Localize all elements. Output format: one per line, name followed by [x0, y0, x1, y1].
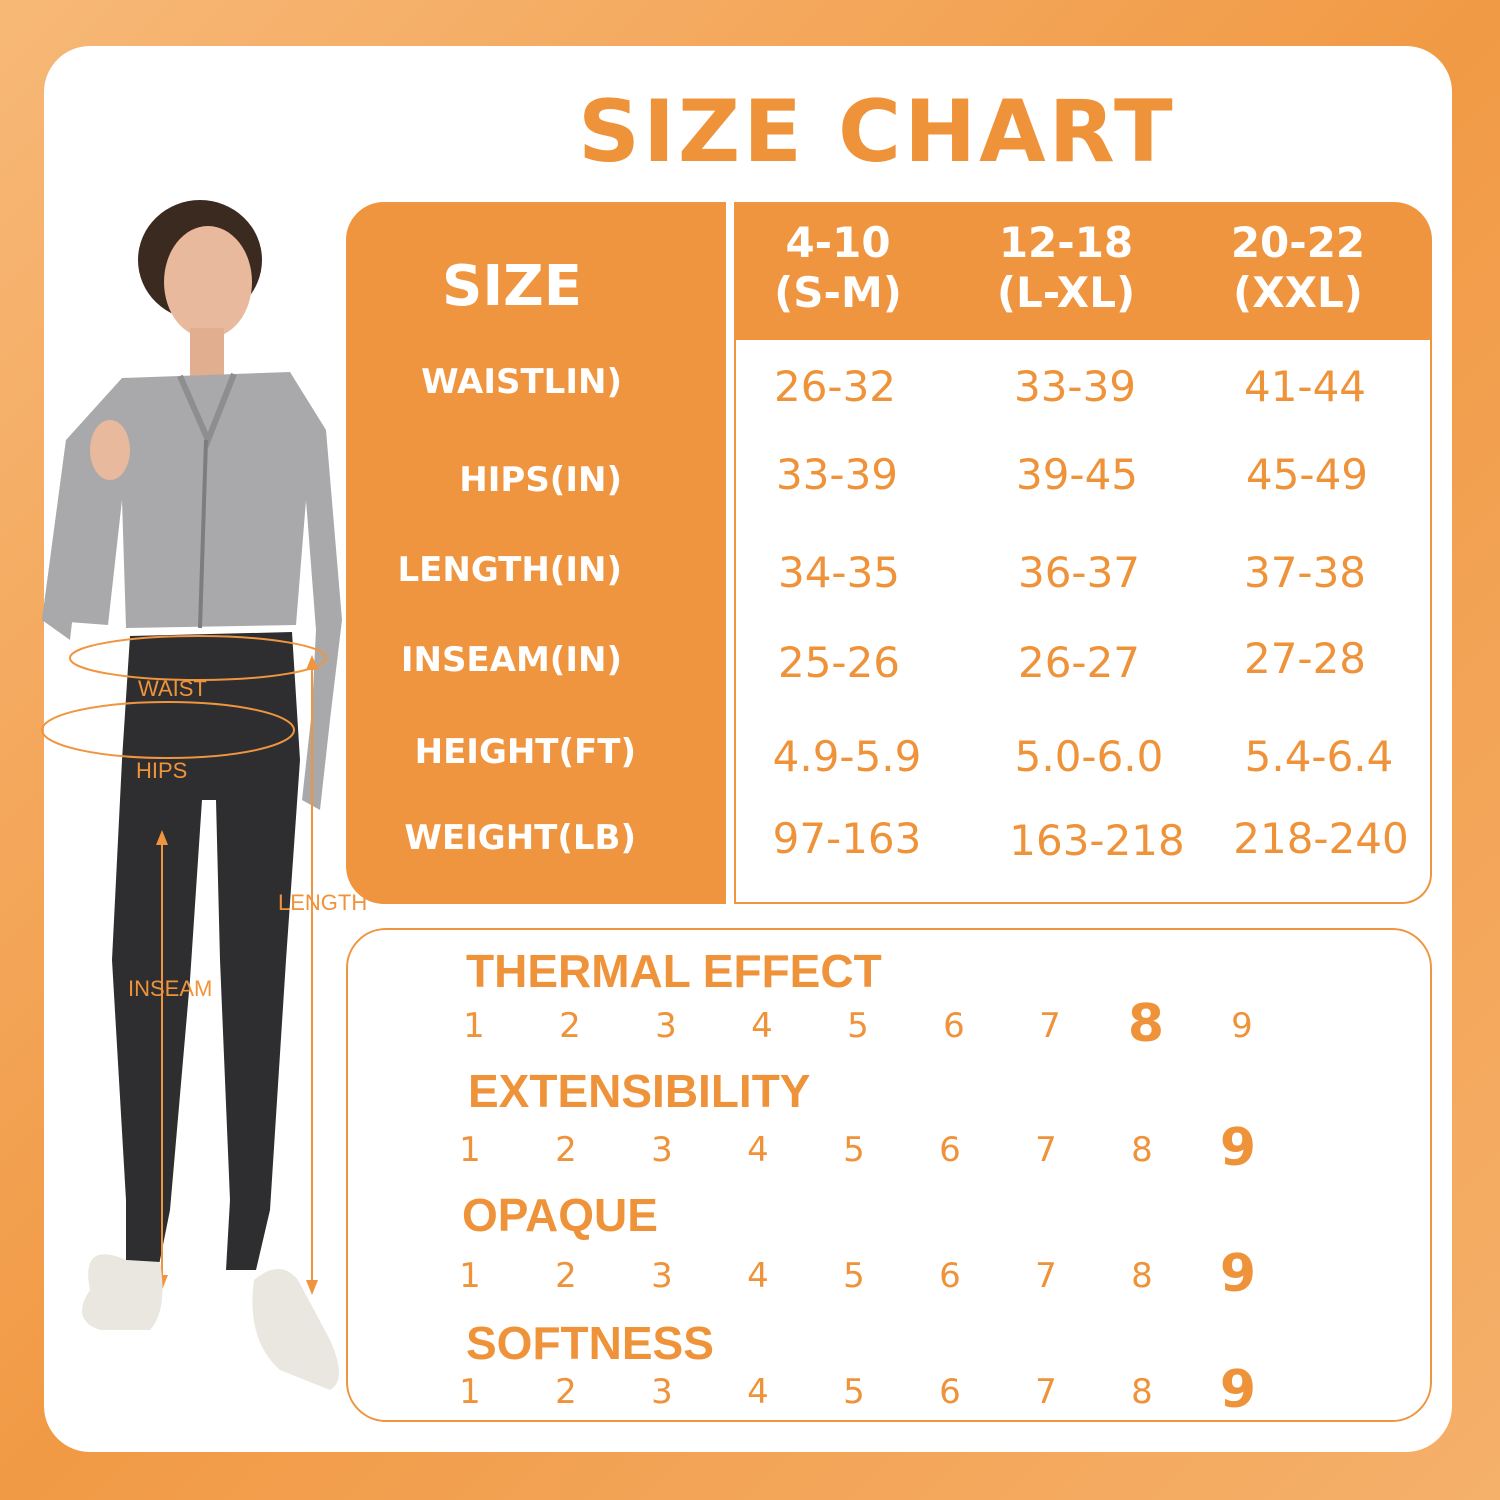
table-cell: 27-28	[1243, 634, 1367, 683]
rating-title: EXTENSIBILITY	[468, 1065, 811, 1117]
size-values-panel: 26-32 33-39 41-44 33-39 39-45 45-49 34-3…	[734, 340, 1432, 904]
model-illustration: WAIST HIPS LENGTH INSEAM	[30, 200, 367, 1420]
rating-scale-value: 3	[655, 1006, 677, 1046]
rating-scale-value: 2	[555, 1372, 577, 1412]
rating-scale-value: 7	[1039, 1006, 1061, 1046]
rating-scale-selected-value: 9	[1219, 1118, 1257, 1178]
rating-scale-value: 6	[939, 1372, 961, 1412]
row-label-hips: HIPS(IN)	[459, 460, 622, 500]
fabric-ratings-panel: THERMAL EFFECT 1 2 3 4 5 6 7 8 9 EXTENSIBILITY 1 2 3 4…	[346, 928, 1432, 1422]
table-cell: 5.4-6.4	[1244, 732, 1394, 781]
rating-scale-value: 9	[1231, 1006, 1253, 1046]
rating-title: THERMAL EFFECT	[466, 945, 882, 997]
row-label-inseam: INSEAM(IN)	[400, 640, 622, 680]
size-columns-header: 4-10 (S-M) 12-18 (L-XL) 20-22 (XXL)	[734, 202, 1432, 340]
table-cell: 33-39	[775, 450, 899, 499]
column-size: 20-22	[1230, 218, 1366, 267]
inseam-figure-label: INSEAM	[128, 976, 213, 1001]
table-cell: 34-35	[777, 548, 901, 597]
rating-scale-value: 5	[843, 1256, 865, 1296]
table-cell: 26-32	[773, 362, 897, 411]
row-labels-panel: SIZE WAISTLIN) HIPS(IN) LENGTH(IN) INSEA…	[346, 202, 726, 904]
column-header-l-xl: 12-18 (L-XL)	[966, 218, 1166, 318]
rating-scale-value: 6	[943, 1006, 965, 1046]
size-corner-label: SIZE	[442, 254, 583, 319]
rating-title: OPAQUE	[462, 1189, 658, 1241]
rating-scale-value: 7	[1035, 1372, 1057, 1412]
table-cell: 37-38	[1243, 548, 1367, 597]
rating-scale-value: 6	[939, 1256, 961, 1296]
table-cell: 26-27	[1017, 638, 1141, 687]
table-cell: 97-163	[772, 814, 922, 863]
row-label-height: HEIGHT(FT)	[414, 732, 636, 772]
rating-scale-value: 1	[459, 1130, 481, 1170]
column-header-xxl: 20-22 (XXL)	[1198, 218, 1398, 318]
rating-scale-value: 1	[459, 1256, 481, 1296]
rating-scale-value: 4	[747, 1372, 769, 1412]
rating-scale-value: 3	[651, 1130, 673, 1170]
rating-scale-value: 5	[843, 1130, 865, 1170]
rating-scale-value: 2	[555, 1256, 577, 1296]
rating-scale-value: 7	[1035, 1256, 1057, 1296]
page-title: SIZE CHART	[578, 82, 1176, 182]
hips-figure-label: HIPS	[136, 758, 188, 783]
rating-scale-value: 5	[847, 1006, 869, 1046]
table-cell: 5.0-6.0	[1014, 732, 1164, 781]
column-alpha-size: (XXL)	[1233, 268, 1363, 317]
waist-figure-label: WAIST	[138, 676, 207, 701]
table-cell: 33-39	[1013, 362, 1137, 411]
rating-scale-value: 5	[843, 1372, 865, 1412]
row-label-weight: WEIGHT(LB)	[404, 818, 636, 858]
rating-scale-value: 4	[747, 1130, 769, 1170]
rating-scale-value: 7	[1035, 1130, 1057, 1170]
rating-title: SOFTNESS	[466, 1317, 714, 1369]
column-alpha-size: (S-M)	[774, 268, 902, 317]
length-figure-label: LENGTH	[278, 890, 368, 915]
rating-scale-value: 8	[1131, 1130, 1153, 1170]
rating-scale-value: 4	[751, 1006, 773, 1046]
table-cell: 25-26	[777, 638, 901, 687]
rating-scale-selected-value: 8	[1127, 994, 1165, 1054]
size-table: SIZE WAISTLIN) HIPS(IN) LENGTH(IN) INSEA…	[346, 202, 1432, 904]
rating-scale-value: 8	[1131, 1256, 1153, 1296]
rating-scale-selected-value: 9	[1219, 1360, 1257, 1420]
rating-scale-value: 2	[555, 1130, 577, 1170]
rating-scale-value: 1	[463, 1006, 485, 1046]
table-cell: 41-44	[1243, 362, 1367, 411]
table-cell: 36-37	[1017, 548, 1141, 597]
rating-scale-value: 6	[939, 1130, 961, 1170]
table-cell: 163-218	[1009, 816, 1185, 865]
rating-scale-selected-value: 9	[1219, 1244, 1257, 1304]
rating-scale-value: 3	[651, 1372, 673, 1412]
table-cell: 4.9-5.9	[772, 732, 922, 781]
column-size: 12-18	[998, 218, 1134, 267]
rating-scale-value: 2	[559, 1006, 581, 1046]
column-size: 4-10	[785, 218, 891, 267]
table-cell: 39-45	[1015, 450, 1139, 499]
row-label-length: LENGTH(IN)	[397, 550, 623, 590]
column-header-s-m: 4-10 (S-M)	[738, 218, 938, 318]
row-label-waist: WAISTLIN)	[421, 362, 622, 402]
model-figure-image	[41, 200, 342, 1390]
rating-scale-value: 3	[651, 1256, 673, 1296]
rating-scale-value: 1	[459, 1372, 481, 1412]
table-cell: 45-49	[1245, 450, 1369, 499]
column-alpha-size: (L-XL)	[996, 268, 1136, 317]
table-cell: 218-240	[1233, 814, 1409, 863]
rating-scale-value: 8	[1131, 1372, 1153, 1412]
rating-scale-value: 4	[747, 1256, 769, 1296]
